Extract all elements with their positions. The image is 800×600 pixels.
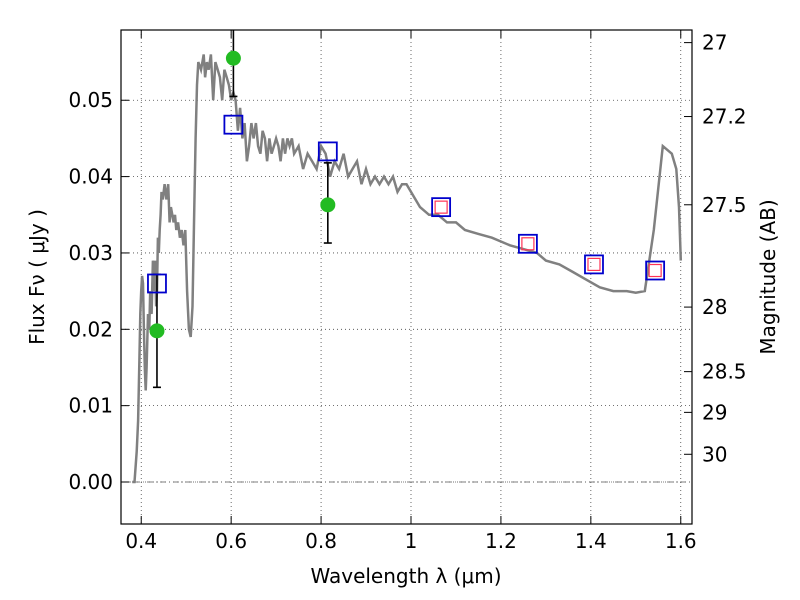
model-point	[517, 233, 538, 254]
magnitude-axis-title: Magnitude (AB)	[756, 199, 780, 354]
observed-point	[225, 50, 241, 66]
x-axis-title: Wavelength λ (μm)	[310, 564, 501, 588]
y-axis-ticks: 0.00 0.01 0.02 0.03 0.04 0.05	[68, 88, 129, 494]
magnitude-tick-label: 27.2	[702, 105, 747, 129]
x-tick-label: 0.4	[125, 529, 157, 553]
model-point	[223, 114, 244, 135]
model-points	[147, 114, 666, 294]
y-axis-title: Flux Fν ( μJy )	[25, 209, 49, 345]
magnitude-tick-label: 30	[702, 442, 727, 466]
y-tick-label: 0.00	[68, 470, 113, 494]
magnitude-axis-ticks: 27 27.2 27.5 28 28.5 29 30	[684, 31, 747, 466]
model-point-inner	[587, 257, 601, 272]
magnitude-tick-label: 29	[702, 400, 727, 424]
x-tick-label: 1.4	[575, 529, 607, 553]
y-tick-label: 0.02	[68, 317, 113, 341]
observed-point	[149, 323, 165, 339]
error-bars	[152, 30, 332, 389]
y-tick-label: 0.03	[68, 241, 113, 265]
magnitude-tick-label: 28.5	[702, 360, 747, 384]
grid-lines	[121, 30, 692, 524]
magnitude-tick-label: 28	[702, 295, 727, 319]
model-point	[147, 273, 167, 294]
x-tick-label: 0.6	[215, 529, 247, 553]
model-point	[645, 260, 666, 281]
observed-points	[149, 50, 336, 339]
x-axis-ticks: 0.4 0.6 0.8 1 1.2 1.4 1.6	[125, 30, 697, 553]
model-point	[317, 141, 338, 162]
spectrum-line	[132, 54, 683, 484]
model-point	[584, 254, 604, 275]
model-point-inner	[648, 263, 662, 278]
x-tick-label: 1.2	[485, 529, 517, 553]
plot-frame	[120, 29, 693, 525]
y-tick-label: 0.04	[68, 165, 113, 189]
x-tick-label: 0.8	[305, 529, 337, 553]
y-tick-label: 0.05	[68, 88, 113, 112]
model-point-inner	[521, 237, 535, 251]
model-point	[431, 197, 452, 218]
y-tick-label: 0.01	[68, 394, 113, 418]
x-tick-label: 1.6	[665, 529, 697, 553]
magnitude-tick-label: 27.5	[702, 193, 747, 217]
magnitude-tick-label: 27	[702, 31, 727, 55]
observed-point	[320, 197, 336, 213]
x-tick-label: 1	[405, 529, 418, 553]
model-point-inner	[434, 200, 448, 214]
